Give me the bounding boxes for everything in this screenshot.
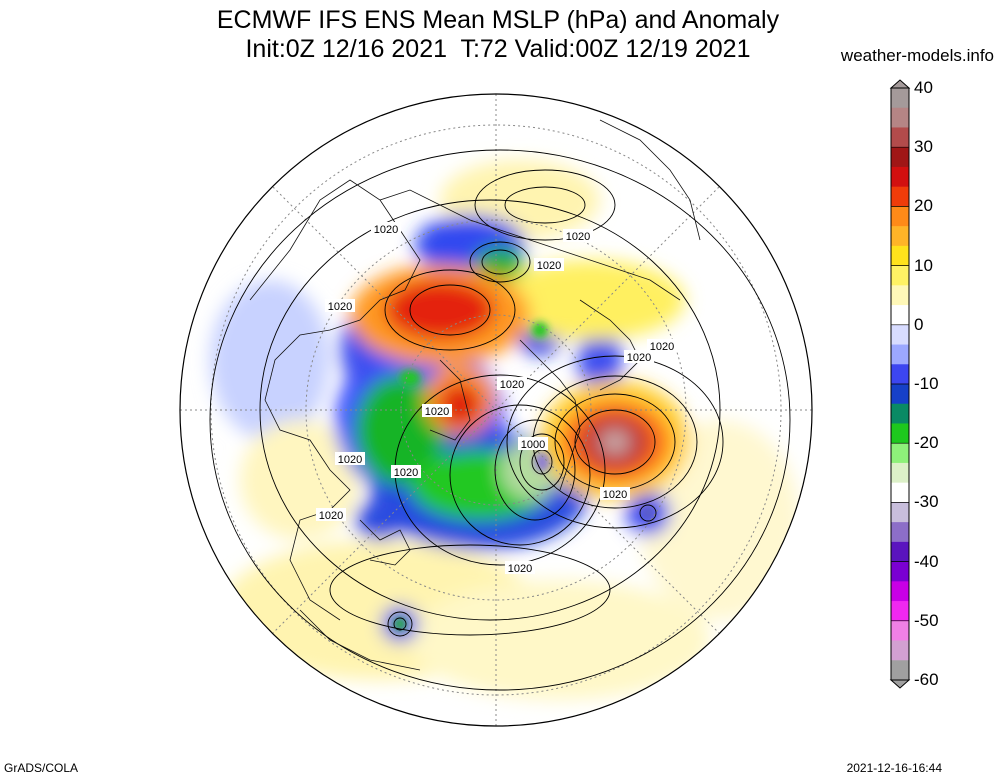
colorbar-tick-label: -30 [914,492,939,512]
colorbar-step [891,245,909,267]
colorbar-frame [890,87,910,681]
isobar-label: 1000 [521,439,545,451]
source-site-label: weather-models.info [840,46,994,65]
colorbar-step [891,482,909,503]
colorbar-step [891,660,909,681]
map-disk [180,94,812,726]
colorbar-tick-label: 10 [914,255,933,275]
colorbar-step [891,186,909,207]
colorbar-step [891,88,909,109]
colorbar-step [891,462,909,484]
colorbar-step [891,384,909,405]
isobar-label: 1020 [603,489,627,501]
isobar-label: 1020 [566,231,590,243]
colorbar-tick-label: 30 [914,137,933,157]
colorbar-tick-label: -50 [914,610,939,630]
colorbar-step [891,206,909,227]
colorbar-step [891,601,909,622]
graticule [180,94,812,726]
colorbar-tick-label: 20 [914,196,933,216]
colorbar-step [891,443,909,464]
generation-timestamp: 2021-12-16-16:44 [846,761,942,775]
colorbar-step [891,265,909,286]
colorbar-step [891,561,909,582]
isobar-label: 1020 [627,352,651,364]
colorbar-step [891,541,909,563]
colorbar-step [891,285,909,306]
colorbar-tick-label: 0 [914,314,924,334]
isobar-label: 1020 [425,406,449,418]
colorbar-step [891,620,909,642]
colorbar-step [891,127,909,148]
isobars [209,149,791,691]
colorbar-step [891,166,909,188]
colorbar-step [891,226,909,247]
colorbar-tick-label: 40 [914,78,933,97]
isobar-label: 1020 [500,379,524,391]
isobar-label: 1020 [650,341,674,353]
colorbar-step [891,581,909,602]
colorbar-step [891,147,909,168]
isobar-label: 1020 [537,260,561,272]
isobar-label: 1020 [394,467,418,479]
chart-title-line2: Init:0Z 12/16 2021 T:72 Valid:00Z 12/19 … [245,35,751,63]
colorbar-step [891,305,909,326]
anomaly-shading [210,160,800,700]
colorbar-step [891,423,909,444]
colorbar-step [891,640,909,661]
isobar-label: 1020 [338,454,362,466]
chart-title-line1: ECMWF IFS ENS Mean MSLP (hPa) and Anomal… [216,6,780,34]
colorbar-bottom-arrow [889,679,911,689]
colorbar-steps [891,87,909,681]
colorbar-step [891,522,909,543]
map-border [179,93,813,727]
coastlines [249,119,701,671]
colorbar-tick-label: -20 [914,433,939,453]
isobar-label: 1020 [508,563,532,575]
colorbar-step [891,344,909,365]
isobar-labels: 1020 1020 1020 1020 1020 1020 1020 1020 … [316,222,677,575]
software-credit: GrADS/COLA [4,761,79,775]
colorbar-step [891,502,909,523]
colorbar-tick-label: -40 [914,551,939,571]
colorbar-top-arrow [889,79,911,89]
colorbar-step [891,403,909,424]
isobar-label: 1020 [328,301,352,313]
colorbar-step [891,107,909,128]
colorbar-tick-label: -60 [914,670,939,689]
colorbar-tick-label: -10 [914,374,939,393]
colorbar-step [891,364,909,385]
isobar-label: 1020 [374,224,398,236]
colorbar-step [891,324,909,346]
isobar-label: 1020 [319,510,343,522]
